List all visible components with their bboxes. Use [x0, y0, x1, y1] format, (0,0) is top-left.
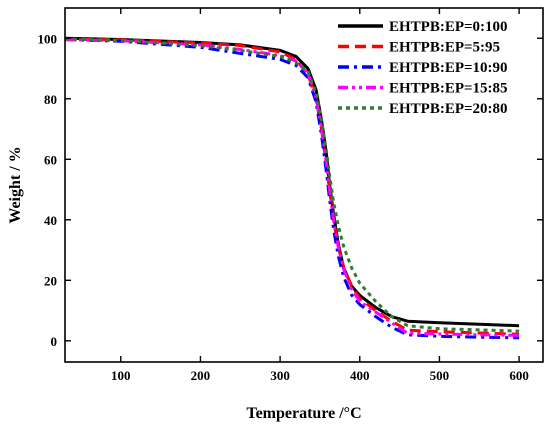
x-tick-label: 400 — [350, 368, 370, 383]
x-tick-label: 300 — [270, 368, 290, 383]
y-axis-title: Weight / % — [7, 146, 24, 223]
x-tick-label: 200 — [191, 368, 211, 383]
x-tick-label: 500 — [430, 368, 450, 383]
y-tick-label: 60 — [44, 152, 57, 167]
x-axis-title: Temperature /°C — [246, 405, 361, 422]
plot-lines — [64, 36, 520, 340]
legend-label-0: EHTPB:EP=0:100 — [389, 19, 508, 35]
legend-label-2: EHTPB:EP=10:90 — [389, 60, 508, 76]
series-line-3 — [64, 38, 520, 337]
y-tick-label: 0 — [51, 334, 58, 349]
series-line-1 — [64, 37, 520, 336]
y-tick-label: 100 — [38, 31, 58, 46]
plot-frame — [64, 7, 544, 363]
legend-label-3: EHTPB:EP=15:85 — [389, 81, 508, 97]
x-tick-label: 600 — [509, 368, 529, 383]
ticks: 100 200 300 400 500 600 0 20 40 60 80 100 — [38, 8, 543, 383]
x-tick-label: 100 — [111, 368, 131, 383]
y-tick-label: 80 — [44, 92, 57, 107]
series-line-4 — [64, 37, 520, 333]
legend-label-4: EHTPB:EP=20:80 — [389, 101, 508, 117]
y-tick-label: 20 — [44, 273, 57, 288]
y-tick-label: 40 — [44, 213, 57, 228]
legend: EHTPB:EP=0:100 EHTPB:EP=5:95 EHTPB:EP=10:9… — [338, 19, 508, 117]
legend-label-1: EHTPB:EP=5:95 — [389, 40, 500, 56]
